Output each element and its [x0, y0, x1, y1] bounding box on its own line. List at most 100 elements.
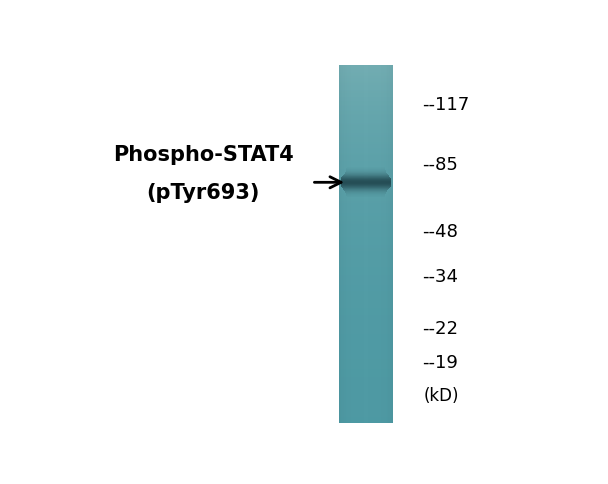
Bar — [339, 129, 393, 130]
Bar — [339, 349, 393, 350]
Bar — [339, 316, 393, 317]
Bar — [339, 263, 393, 264]
Bar — [391, 65, 392, 424]
Bar — [339, 198, 393, 199]
Bar — [339, 216, 393, 217]
Bar — [339, 325, 393, 326]
Bar — [339, 182, 393, 183]
Bar — [339, 246, 393, 247]
Bar — [339, 329, 393, 330]
Bar — [339, 281, 393, 282]
Bar — [339, 80, 393, 81]
Bar — [339, 350, 393, 351]
Bar — [339, 295, 393, 296]
Bar — [339, 138, 393, 139]
Bar — [339, 388, 393, 389]
Bar — [339, 401, 393, 402]
Bar — [344, 65, 345, 424]
Bar — [339, 165, 393, 166]
Bar — [339, 269, 393, 270]
Bar — [372, 65, 373, 424]
Bar — [339, 315, 393, 316]
Bar — [339, 368, 393, 369]
Bar — [339, 191, 393, 192]
Bar — [343, 65, 344, 424]
Bar — [346, 65, 347, 424]
Bar — [387, 65, 389, 424]
Bar — [379, 65, 380, 424]
Bar — [339, 162, 393, 163]
Bar — [339, 322, 393, 323]
Bar — [339, 302, 393, 303]
Bar — [339, 200, 393, 201]
Bar — [376, 65, 378, 424]
Bar — [339, 177, 393, 178]
Bar — [339, 342, 393, 343]
Bar — [339, 137, 393, 138]
Bar — [339, 232, 393, 233]
Bar — [339, 377, 393, 378]
Bar — [339, 303, 393, 304]
Bar — [339, 365, 393, 366]
Bar — [339, 221, 393, 222]
Bar — [339, 242, 393, 243]
Bar — [339, 152, 393, 153]
Text: --34: --34 — [423, 267, 458, 285]
Bar — [339, 71, 393, 72]
Bar — [339, 348, 393, 349]
Bar — [339, 132, 393, 133]
Bar — [339, 78, 393, 79]
Bar — [339, 113, 393, 114]
Bar — [378, 65, 379, 424]
Bar — [339, 231, 393, 232]
Bar — [339, 131, 393, 132]
Bar — [339, 214, 393, 215]
Bar — [339, 96, 393, 97]
Bar — [339, 204, 393, 205]
Bar — [342, 65, 343, 424]
Bar — [339, 264, 393, 265]
Bar — [339, 148, 393, 149]
Bar — [339, 260, 393, 261]
Bar — [339, 142, 393, 143]
Bar — [339, 229, 393, 230]
Bar — [339, 217, 393, 218]
Bar — [339, 124, 393, 125]
Bar — [339, 396, 393, 397]
Bar — [339, 408, 393, 409]
Bar — [339, 347, 393, 348]
Bar — [339, 235, 393, 236]
Bar — [339, 356, 393, 357]
Bar — [339, 393, 393, 394]
Bar — [352, 65, 353, 424]
Bar — [356, 65, 357, 424]
Bar — [339, 150, 393, 151]
Bar — [339, 394, 393, 395]
Bar — [339, 101, 393, 102]
Bar — [339, 258, 393, 259]
Bar — [339, 331, 393, 332]
Bar — [339, 143, 393, 144]
Bar — [339, 147, 393, 148]
Bar — [339, 76, 393, 77]
Bar — [339, 66, 393, 67]
Bar — [339, 319, 393, 320]
Bar — [339, 387, 393, 388]
Bar — [339, 227, 393, 228]
Bar — [339, 145, 393, 146]
Bar — [339, 126, 393, 127]
Bar — [339, 397, 393, 398]
Bar — [339, 154, 393, 155]
Bar — [339, 168, 393, 169]
Bar — [339, 120, 393, 121]
Bar — [339, 299, 393, 300]
Bar — [390, 65, 391, 424]
Bar — [339, 352, 393, 353]
Bar — [339, 171, 393, 172]
Bar — [339, 265, 393, 266]
Bar — [339, 341, 393, 342]
Bar — [339, 376, 393, 377]
Bar — [339, 298, 393, 299]
Bar — [339, 378, 393, 379]
Bar — [339, 236, 393, 237]
